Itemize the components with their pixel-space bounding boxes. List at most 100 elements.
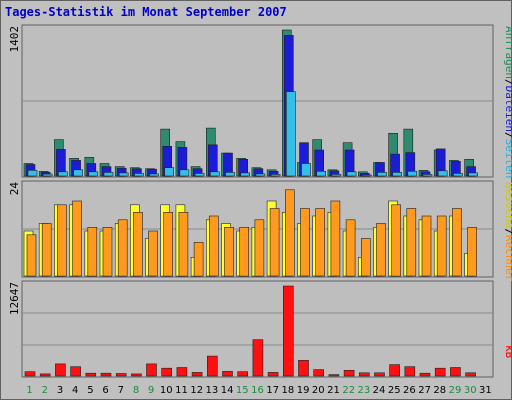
panel-requests-files-pages: 1402 Anfragen/Dateien/Seiten [8,24,512,179]
bar-kb [313,369,325,377]
bar-rechner [26,234,37,277]
day-label: 22 [342,385,355,396]
bar-seiten [301,163,311,177]
day-label: 2 [42,385,48,396]
panel-visits-hosts: 24 Besuche/Rechner [8,180,512,282]
bar-seiten [437,170,448,177]
bar-seiten [316,171,327,177]
day-label: 6 [102,385,108,396]
legend-text: kB [503,345,512,359]
bar-kb [328,374,340,377]
bar-rechner [315,208,326,277]
bar-rechner [178,212,189,277]
bar-seiten [255,173,266,177]
bar-rechner [300,208,310,277]
bar-rechner [224,227,234,277]
ymax-label-top: 1402 [8,26,21,53]
bar-kb [115,373,127,377]
bar-kb [55,363,66,377]
bar-rechner [102,227,113,277]
bar-rechner [345,219,356,277]
bars-top [22,29,493,177]
bar-seiten [210,171,220,177]
bar-seiten [240,172,250,177]
day-label: 16 [251,385,264,396]
bar-kb [404,366,416,377]
bar-rechner [421,215,432,277]
bar-rechner [72,200,82,277]
day-label: 17 [266,385,279,396]
day-label: 20 [312,385,325,396]
bar-seiten [225,172,235,177]
bar-rechner [254,219,265,277]
legend-text: / [503,79,512,86]
bar-kb [465,372,476,377]
bar-rechner [41,223,52,277]
legend-text: / [503,132,512,139]
bar-seiten [27,170,38,177]
bar-seiten [392,172,402,177]
day-label: 11 [175,385,188,396]
bar-seiten [361,174,372,177]
day-label: 13 [206,385,219,396]
day-label: 29 [449,385,462,396]
bar-seiten [270,174,281,177]
bar-kb [100,372,112,377]
chart-title: Tages-Statistik im Monat September 2007 [5,5,287,19]
day-label: 4 [72,385,78,396]
bar-rechner [360,238,371,277]
day-labels: 1 2 3 4 5 6 7 8 9 10 11 12 13 14 15 16 17 18 19 20 21 22 23 24 2… [26,385,491,396]
bar-kb [343,369,355,377]
bar-rechner [193,242,204,277]
bar-kb [282,285,294,377]
bar-kb [191,372,203,377]
day-label: 27 [418,385,431,396]
bar-seiten [164,167,174,177]
bar-kb [85,372,97,377]
bar-seiten [194,173,205,177]
ymax-label-middle: 24 [8,182,21,196]
bar-seiten [331,174,342,177]
bar-kb [358,372,370,377]
day-label: 23 [358,385,371,396]
bar-seiten [42,173,53,177]
day-label: 21 [327,385,340,396]
bar-rechner [117,219,128,277]
bar-rechner [133,212,143,277]
panel-kb: 12647 kB [8,280,512,378]
legend-text: Seiten [503,139,512,179]
bar-kb [389,364,400,377]
day-label: 18 [282,385,295,396]
bar-dateien [208,144,218,177]
bar-seiten [346,171,357,177]
day-label: 7 [118,385,124,396]
bars-middle [22,189,493,277]
legend-text: / [503,228,512,235]
bar-rechner [376,223,386,277]
bar-seiten [149,173,159,177]
bar-rechner [284,189,295,277]
bar-kb [146,363,157,377]
bar-kb [450,367,461,377]
legend-text: Dateien [503,86,512,132]
bar-seiten [407,171,418,177]
bar-kb [222,371,233,377]
bar-rechner [467,227,477,277]
bar-seiten [58,171,68,177]
bar-kb [267,372,279,377]
bar-seiten [73,169,83,177]
day-label: 15 [236,385,249,396]
bar-rechner [391,204,401,277]
day-label: 8 [133,385,139,396]
bar-seiten [377,172,387,177]
bar-kb [298,359,309,377]
bar-kb [161,367,172,377]
day-label: 9 [148,385,154,396]
bar-rechner [209,215,219,277]
bar-rechner [269,208,280,277]
bar-seiten [118,172,129,177]
bar-rechner [57,204,67,277]
day-label: 12 [190,385,203,396]
bar-kb [70,366,81,377]
